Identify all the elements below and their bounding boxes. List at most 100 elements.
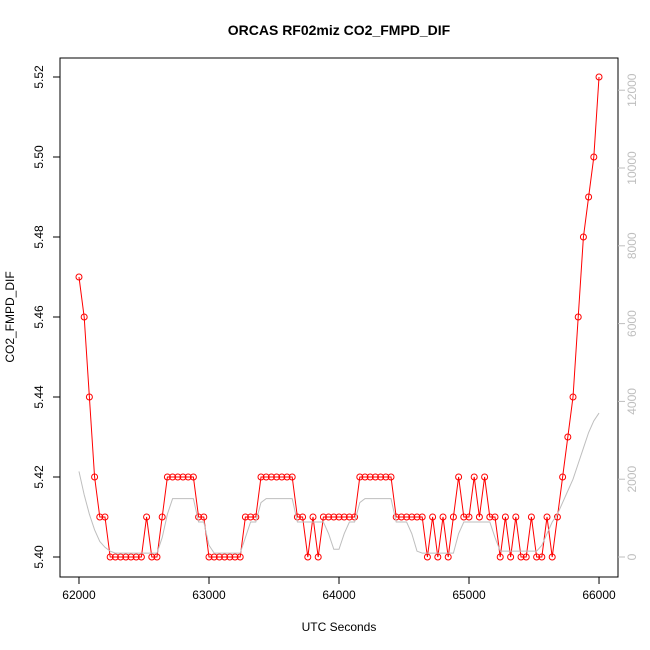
data-point — [106, 553, 114, 561]
data-point — [413, 513, 421, 521]
data-point — [501, 513, 509, 521]
data-point — [278, 473, 286, 481]
data-point — [465, 513, 473, 521]
data-point — [517, 553, 525, 561]
data-point — [148, 553, 156, 561]
data-point — [569, 393, 577, 401]
data-point — [366, 473, 374, 481]
y-tick-label: 5.52 — [32, 65, 46, 89]
data-point — [200, 513, 208, 521]
data-point — [475, 513, 483, 521]
data-point — [80, 313, 88, 321]
data-point — [304, 553, 312, 561]
data-point — [247, 513, 255, 521]
x-axis-label: UTC Seconds — [302, 620, 377, 634]
data-point — [377, 473, 385, 481]
series-line — [78, 76, 600, 558]
chart-title: ORCAS RF02miz CO2_FMPD_DIF — [228, 22, 451, 38]
data-point — [585, 193, 593, 201]
data-point — [184, 473, 192, 481]
y2-tick-label: 2000 — [625, 466, 639, 493]
data-point — [273, 473, 281, 481]
x-tick-label: 63000 — [192, 588, 226, 602]
data-point — [574, 313, 582, 321]
data-point — [356, 473, 364, 481]
data-point — [319, 513, 327, 521]
data-point — [335, 513, 343, 521]
data-point — [169, 473, 177, 481]
data-point — [361, 473, 369, 481]
y-tick-label: 5.40 — [32, 545, 46, 569]
data-point — [507, 553, 515, 561]
y2-tick-label: 12000 — [625, 73, 639, 107]
data-point — [527, 513, 535, 521]
y2-tick-label: 4000 — [625, 388, 639, 415]
data-point — [460, 513, 468, 521]
data-point — [382, 473, 390, 481]
data-point — [283, 473, 291, 481]
data-point — [590, 153, 598, 161]
data-point — [174, 473, 182, 481]
data-point — [189, 473, 197, 481]
data-point — [163, 473, 171, 481]
data-point — [439, 513, 447, 521]
data-point — [449, 513, 457, 521]
data-point — [340, 513, 348, 521]
data-point — [345, 513, 353, 521]
data-point — [429, 513, 437, 521]
data-point — [299, 513, 307, 521]
data-point — [533, 553, 541, 561]
data-point — [101, 513, 109, 521]
data-point — [111, 553, 119, 561]
x-tick-label: 65000 — [452, 588, 486, 602]
data-point — [548, 553, 556, 561]
data-point — [423, 553, 431, 561]
data-point — [143, 513, 151, 521]
y-tick-label: 5.46 — [32, 305, 46, 329]
data-point — [434, 553, 442, 561]
data-point — [314, 553, 322, 561]
data-point — [387, 473, 395, 481]
data-point — [96, 513, 104, 521]
data-point — [252, 513, 260, 521]
data-point — [481, 473, 489, 481]
data-point — [559, 473, 567, 481]
data-point — [91, 473, 99, 481]
data-point — [595, 73, 603, 81]
data-point — [215, 553, 223, 561]
y-axis-label: CO2_FMPD_DIF — [3, 271, 17, 362]
data-point — [85, 393, 93, 401]
data-point — [309, 513, 317, 521]
data-point — [543, 513, 551, 521]
data-point — [538, 553, 546, 561]
data-point — [512, 513, 520, 521]
data-point — [117, 553, 125, 561]
data-point — [221, 553, 229, 561]
data-point — [486, 513, 494, 521]
data-point — [122, 553, 130, 561]
data-point — [408, 513, 416, 521]
data-point — [330, 513, 338, 521]
y2-tick-label: 6000 — [625, 310, 639, 337]
y-tick-label: 5.50 — [32, 145, 46, 169]
data-point — [241, 513, 249, 521]
data-point — [403, 513, 411, 521]
data-point — [210, 553, 218, 561]
data-point — [158, 513, 166, 521]
data-point — [262, 473, 270, 481]
data-point — [491, 513, 499, 521]
data-point — [496, 553, 504, 561]
data-point — [226, 553, 234, 561]
y2-tick-label: 0 — [625, 553, 639, 560]
y-tick-label: 5.44 — [32, 385, 46, 409]
data-point — [455, 473, 463, 481]
data-point — [153, 553, 161, 561]
data-point — [564, 433, 572, 441]
data-point — [397, 513, 405, 521]
data-point — [205, 553, 213, 561]
data-point — [325, 513, 333, 521]
data-point — [579, 233, 587, 241]
series-line — [78, 412, 600, 554]
y2-tick-label: 10000 — [625, 151, 639, 185]
